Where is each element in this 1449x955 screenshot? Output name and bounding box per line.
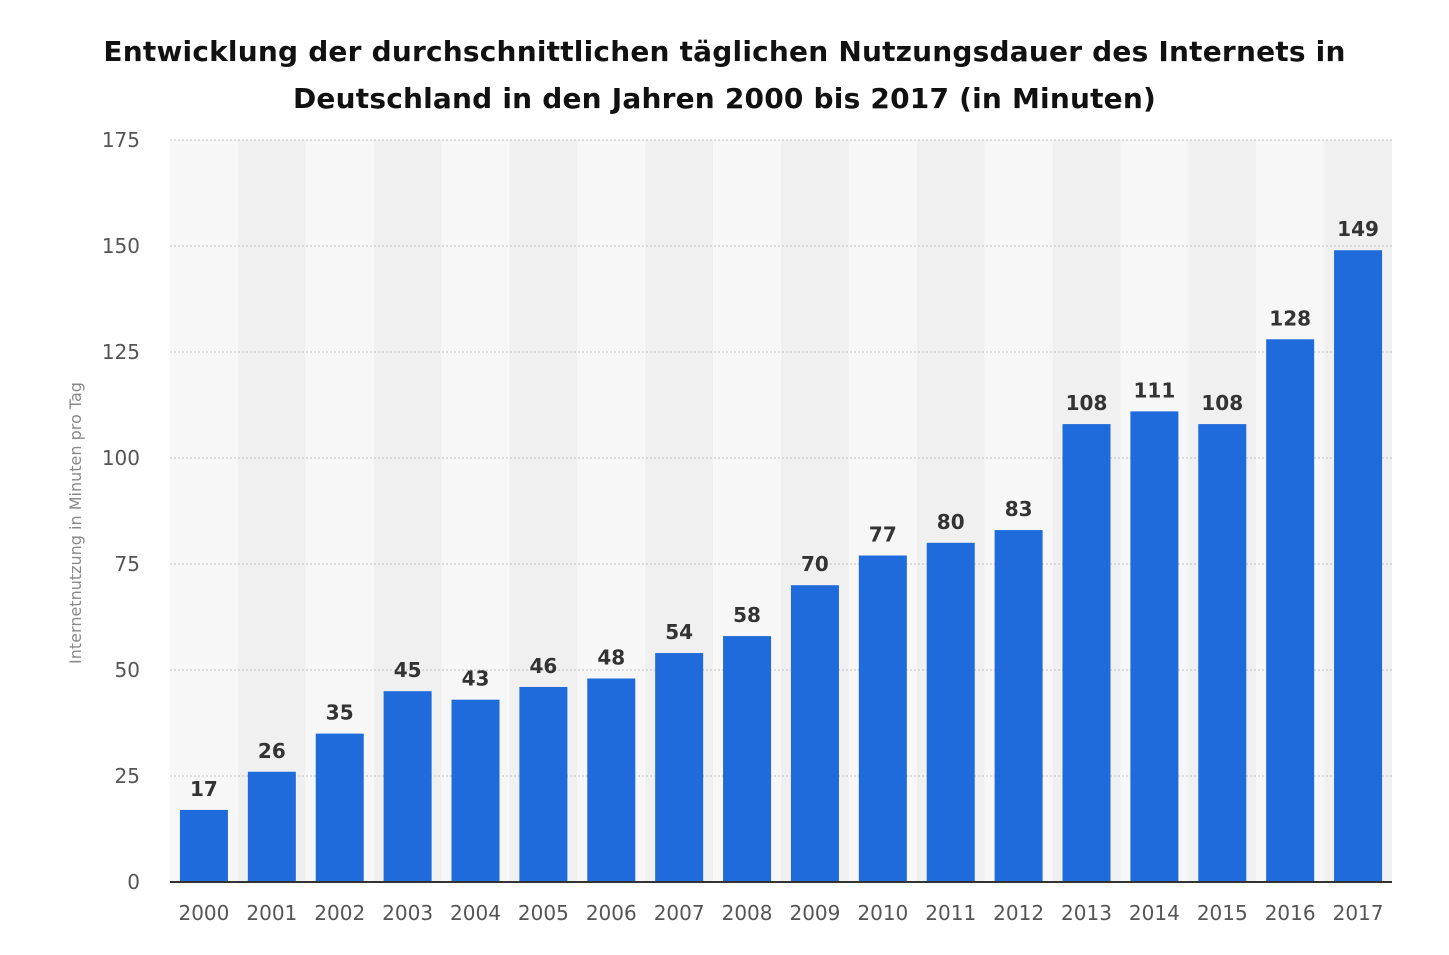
x-tick-label: 2012 <box>993 901 1044 925</box>
bar <box>383 691 432 882</box>
data-label: 80 <box>937 510 965 534</box>
bar <box>1266 339 1315 882</box>
data-label: 108 <box>1201 391 1243 415</box>
background-band <box>170 140 238 882</box>
bar <box>1334 250 1383 883</box>
data-label: 17 <box>190 777 218 801</box>
bar <box>1198 424 1247 882</box>
y-tick-label: 0 <box>127 870 140 894</box>
x-tick-label: 2001 <box>246 901 297 925</box>
x-tick-label: 2005 <box>518 901 569 925</box>
y-tick-label: 125 <box>102 340 140 364</box>
data-label: 54 <box>665 620 693 644</box>
data-label: 58 <box>733 603 761 627</box>
bar <box>994 530 1043 882</box>
y-tick-label: 150 <box>102 234 140 258</box>
x-tick-label: 2017 <box>1333 901 1384 925</box>
bar <box>1130 411 1179 882</box>
bar <box>858 555 907 882</box>
bar <box>315 733 364 882</box>
x-tick-label: 2009 <box>789 901 840 925</box>
bar <box>451 699 500 882</box>
x-tick-label: 2003 <box>382 901 433 925</box>
y-tick-label: 75 <box>115 552 140 576</box>
x-tick-label: 2011 <box>925 901 976 925</box>
data-label: 70 <box>801 552 829 576</box>
data-label: 45 <box>394 658 422 682</box>
x-tick-label: 2006 <box>586 901 637 925</box>
bar <box>587 678 636 882</box>
data-label: 26 <box>258 739 286 763</box>
x-tick-label: 2004 <box>450 901 501 925</box>
x-tick-label: 2013 <box>1061 901 1112 925</box>
x-tick-label: 2008 <box>722 901 773 925</box>
data-label: 43 <box>462 667 490 691</box>
data-label: 48 <box>597 645 625 669</box>
x-tick-label: 2010 <box>857 901 908 925</box>
x-tick-label: 2007 <box>654 901 705 925</box>
x-tick-label: 2000 <box>178 901 229 925</box>
background-band <box>237 140 306 882</box>
bar <box>519 686 568 882</box>
y-tick-label: 50 <box>115 658 140 682</box>
x-tick-label: 2002 <box>314 901 365 925</box>
data-label: 46 <box>529 654 557 678</box>
chart-title-line-2: Deutschland in den Jahren 2000 bis 2017 … <box>292 82 1156 115</box>
data-label: 128 <box>1269 306 1311 330</box>
bar <box>655 653 704 882</box>
data-label: 35 <box>326 701 354 725</box>
chart-title-line-1: Entwicklung der durchschnittlichen tägli… <box>103 35 1346 68</box>
data-label: 149 <box>1337 217 1379 241</box>
bar <box>790 585 839 882</box>
bar <box>723 636 772 882</box>
y-tick-label: 175 <box>102 128 140 152</box>
bar <box>926 542 975 882</box>
bar <box>1062 424 1111 882</box>
y-axis-title: Internetnutzung in Minuten pro Tag <box>66 382 85 664</box>
data-label: 108 <box>1066 391 1108 415</box>
x-tick-label: 2016 <box>1265 901 1316 925</box>
data-label: 83 <box>1005 497 1033 521</box>
chart-title: Entwicklung der durchschnittlichen tägli… <box>0 28 1449 122</box>
y-tick-label: 25 <box>115 764 140 788</box>
data-label: 77 <box>869 523 897 547</box>
x-tick-label: 2014 <box>1129 901 1180 925</box>
bar <box>247 771 296 882</box>
x-tick-label: 2015 <box>1197 901 1248 925</box>
data-label: 111 <box>1134 378 1176 402</box>
bar <box>179 809 228 882</box>
y-tick-label: 100 <box>102 446 140 470</box>
